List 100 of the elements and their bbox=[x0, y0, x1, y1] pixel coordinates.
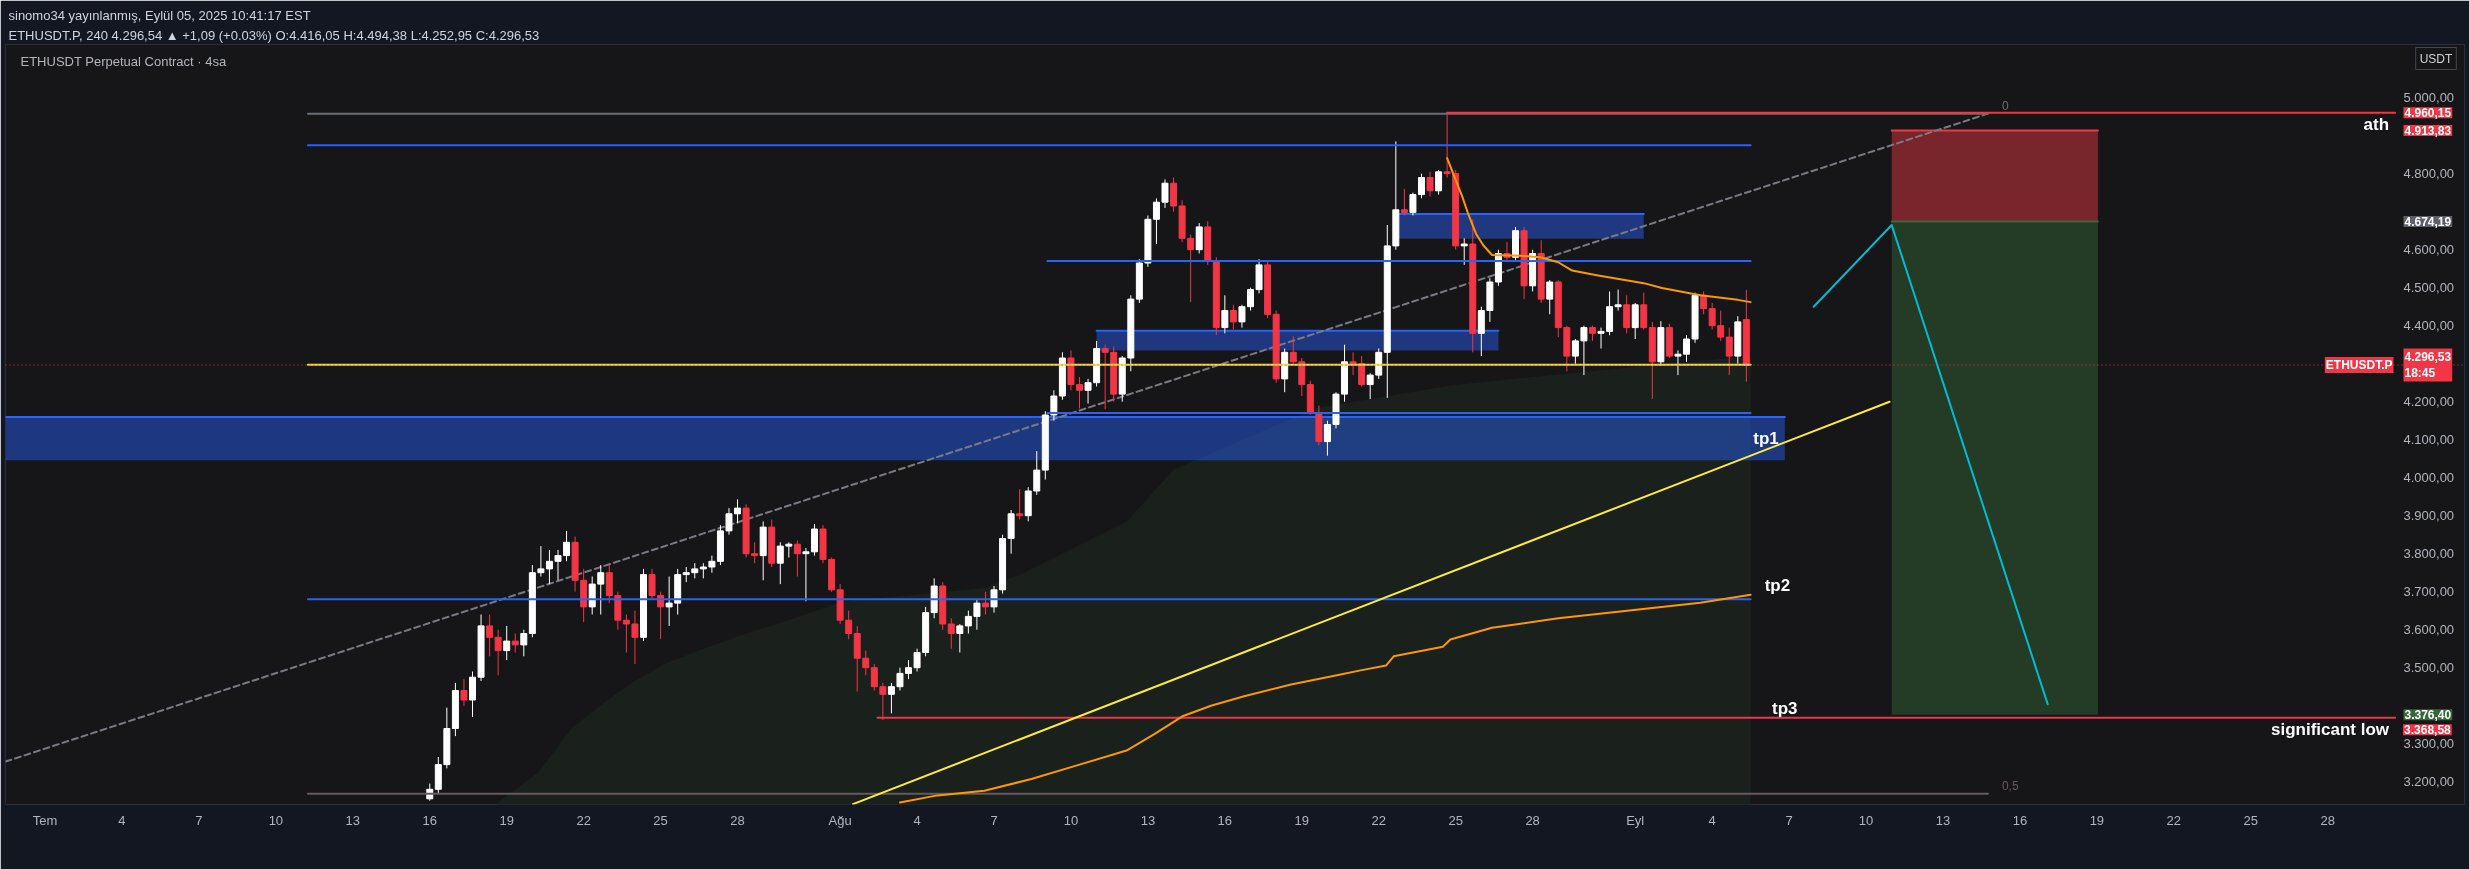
candlestick bbox=[1426, 171, 1434, 197]
candlestick bbox=[1161, 178, 1169, 209]
candlestick bbox=[1409, 192, 1417, 216]
y-tick-label: 3.376,40 bbox=[2404, 708, 2452, 723]
x-tick-label: 22 bbox=[576, 812, 591, 828]
x-tick-label: 7 bbox=[195, 812, 203, 828]
x-tick-label: 10 bbox=[268, 812, 284, 828]
x-tick-label: 28 bbox=[2320, 812, 2335, 828]
y-tick-label: 3.700,00 bbox=[2403, 584, 2455, 600]
y-tick-label: 4.296,53 18:45 bbox=[2404, 349, 2452, 381]
y-tick-label: 4.960,15 bbox=[2404, 106, 2452, 121]
candlestick bbox=[1417, 173, 1425, 199]
x-tick-label: 13 bbox=[1140, 812, 1156, 828]
candlestick bbox=[1725, 327, 1733, 376]
y-tick-label: 4.674,19 bbox=[2404, 215, 2452, 230]
y-tick-label: 4.500,00 bbox=[2403, 280, 2455, 296]
legend-label: ath bbox=[2363, 114, 2390, 134]
x-tick-label: Tem bbox=[32, 812, 58, 828]
x-tick-label: 25 bbox=[2243, 812, 2259, 828]
candlestick bbox=[947, 617, 955, 650]
candlestick bbox=[810, 523, 818, 557]
candlestick bbox=[1546, 279, 1554, 315]
x-tick-label: 13 bbox=[345, 812, 361, 828]
candlestick bbox=[588, 576, 596, 615]
y-tick-label: 5.000,00 bbox=[2403, 90, 2455, 106]
series-label: tp2 bbox=[1764, 576, 1791, 596]
x-tick-label: 25 bbox=[653, 812, 668, 828]
x-tick-label: 16 bbox=[2012, 812, 2028, 828]
y-tick-label: 4.913,83 bbox=[2404, 123, 2452, 138]
chart-subtitle: ETHUSDT.P, 240 4.296,54 ▲ +1,09 (+0.03%) O:4.416,05 H:4.494,38 L:4.252,95 C:4.296,53 bbox=[8, 28, 540, 43]
candlestick bbox=[802, 547, 810, 602]
y-tick-label: 4.000,00 bbox=[2403, 470, 2455, 486]
candlestick bbox=[469, 671, 476, 718]
x-tick-label: 13 bbox=[1935, 812, 1951, 828]
x-tick-label: 22 bbox=[2166, 812, 2182, 828]
x-tick-label: 10 bbox=[1063, 812, 1079, 828]
x-tick-label: 4 bbox=[913, 812, 921, 828]
y-tick-label: 3.900,00 bbox=[2403, 508, 2455, 524]
candlestick bbox=[734, 498, 742, 524]
y-tick-label: 4.100,00 bbox=[2403, 432, 2455, 448]
x-tick-label: Ağu bbox=[828, 812, 852, 828]
candlestick bbox=[776, 541, 784, 585]
y-tick-label: 4.200,00 bbox=[2403, 394, 2455, 410]
legend-label: significant low bbox=[2270, 719, 2390, 739]
ref-line-label: ETHUSDT.P bbox=[2325, 358, 2393, 373]
candlestick bbox=[1033, 450, 1041, 496]
candlestick bbox=[1016, 488, 1024, 520]
candlestick bbox=[1640, 292, 1648, 330]
x-tick-label: 19 bbox=[2089, 812, 2105, 828]
y-tick-label: 3.500,00 bbox=[2403, 660, 2455, 676]
y-tick-label: 4.800,00 bbox=[2403, 166, 2455, 182]
x-tick-label: 19 bbox=[1294, 812, 1310, 828]
x-tick-label: 16 bbox=[422, 812, 437, 828]
candlestick bbox=[845, 610, 853, 640]
candlestick bbox=[1400, 188, 1408, 216]
text: sinomo34 yayınlanmış, Eylül 05, 2025 10:41:17 EST bbox=[8, 8, 311, 23]
y-tick-label: 3.600,00 bbox=[2403, 622, 2455, 638]
y-tick-label: 4.400,00 bbox=[2403, 318, 2455, 334]
y-axis-title: USDT bbox=[2419, 51, 2453, 66]
annotation: tp3 bbox=[1772, 698, 1798, 718]
candlestick bbox=[981, 591, 989, 615]
x-tick-label: 16 bbox=[1217, 812, 1233, 828]
candlestick bbox=[1623, 294, 1631, 334]
x-tick-label: 19 bbox=[499, 812, 514, 828]
data-label: 3.368,58 bbox=[2404, 723, 2452, 738]
y-tick-label: 3.300,00 bbox=[2403, 736, 2455, 752]
candlestick bbox=[494, 629, 502, 676]
x-tick-label: 28 bbox=[730, 812, 745, 828]
candlestick bbox=[597, 564, 605, 615]
candlestick bbox=[520, 629, 528, 657]
x-tick-label: 7 bbox=[1785, 812, 1793, 828]
candlestick bbox=[1631, 302, 1639, 340]
candlestick bbox=[793, 539, 801, 577]
candlestick bbox=[460, 678, 468, 707]
candlestick bbox=[1460, 237, 1468, 266]
x-tick-label: 25 bbox=[1448, 812, 1463, 828]
x-tick-label: 4 bbox=[1708, 812, 1716, 828]
candlestick bbox=[956, 623, 964, 653]
x-tick-label: 10 bbox=[1858, 812, 1874, 828]
candlestick bbox=[1435, 169, 1443, 196]
y-tick-label: 4.600,00 bbox=[2403, 242, 2455, 258]
candlestick bbox=[1195, 222, 1203, 254]
candlestick bbox=[1221, 294, 1229, 334]
candlestick bbox=[503, 625, 511, 661]
y-tick-label: 3.800,00 bbox=[2403, 546, 2455, 562]
series-label: 0 bbox=[2001, 98, 2009, 113]
candlestick bbox=[990, 585, 998, 614]
x-tick-label: Eyl bbox=[1626, 812, 1645, 828]
y-tick-label: 3.200,00 bbox=[2403, 774, 2455, 790]
x-tick-label: 4 bbox=[118, 812, 126, 828]
candlestick bbox=[1238, 304, 1246, 329]
x-tick-label: 28 bbox=[1525, 812, 1540, 828]
candlestick bbox=[511, 633, 519, 653]
candlestick bbox=[486, 614, 494, 657]
candlestick bbox=[1229, 304, 1237, 330]
x-tick-label: 7 bbox=[990, 812, 998, 828]
x-tick-label: 22 bbox=[1371, 812, 1386, 828]
series-label: 0,5 bbox=[2001, 778, 2019, 793]
series-label: tp1 bbox=[1753, 429, 1779, 449]
text: ETHUSDT Perpetual Contract · 4sa bbox=[20, 54, 227, 69]
